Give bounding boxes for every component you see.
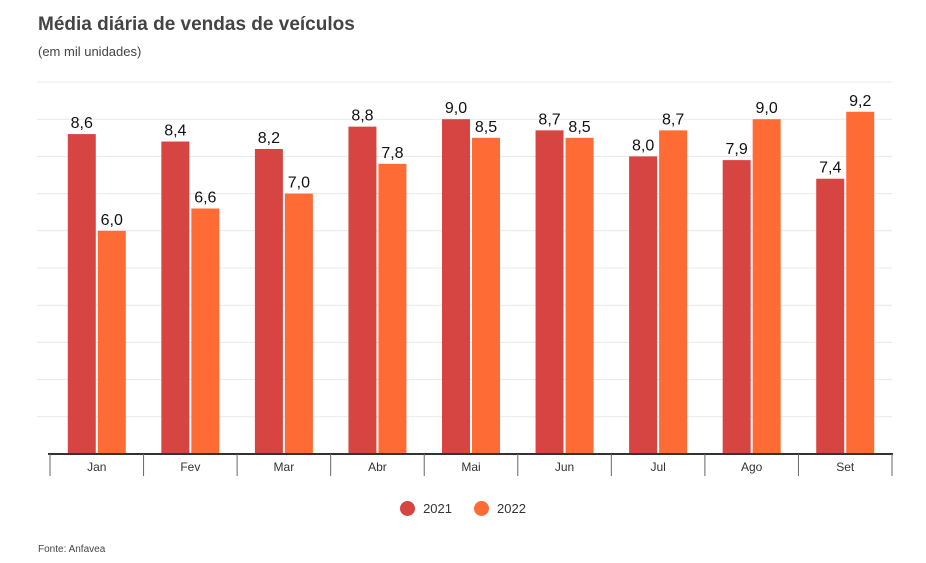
- data-label-2022-abr: 7,8: [381, 145, 403, 162]
- legend-item-2022[interactable]: 2022: [474, 501, 526, 516]
- bar-2021-mai: [442, 119, 470, 454]
- legend-label-2022: 2022: [497, 501, 526, 516]
- x-tick-label-mai: Mai: [461, 460, 480, 474]
- data-label-2022-set: 9,2: [849, 93, 871, 110]
- data-label-2022-jan: 6,0: [101, 212, 123, 229]
- x-tick-label-abr: Abr: [368, 460, 387, 474]
- x-tick-label-mar: Mar: [274, 460, 295, 474]
- bar-2021-jul: [629, 156, 658, 454]
- x-tick-label-jun: Jun: [555, 460, 574, 474]
- bar-2021-mar: [254, 148, 283, 454]
- bar-2021-fev: [161, 141, 190, 454]
- bar-2022-jan: [97, 230, 126, 454]
- data-label-2021-fev: 8,4: [164, 123, 186, 140]
- chart-title: Média diária de vendas de veículos: [38, 14, 355, 35]
- data-label-2022-fev: 6,6: [194, 189, 216, 206]
- legend-swatch-2022: [474, 501, 489, 516]
- data-label-2022-mar: 7,0: [288, 175, 310, 192]
- x-tick-label-jul: Jul: [650, 460, 665, 474]
- data-label-2021-jan: 8,6: [71, 115, 93, 132]
- bar-2022-mar: [284, 193, 313, 454]
- legend-swatch-2021: [400, 501, 416, 516]
- bar-2021-abr: [348, 126, 377, 454]
- bar-2022-jun: [565, 137, 594, 455]
- x-tick-label-fev: Fev: [180, 460, 200, 474]
- bar-2022-fev: [191, 208, 220, 454]
- bar-2022-ago: [752, 119, 781, 454]
- legend-label-2021: 2021: [423, 501, 452, 516]
- bar-2022-abr: [378, 163, 407, 454]
- legend: 2021 2022: [0, 501, 926, 516]
- bar-2022-set: [846, 111, 875, 454]
- source-note: Fonte: Anfavea: [38, 544, 106, 555]
- bar-2021-set: [816, 178, 845, 454]
- bar-2022-mai: [472, 137, 500, 455]
- data-label-2022-jun: 8,5: [568, 119, 590, 136]
- bar-2021-jun: [535, 130, 564, 455]
- data-label-2021-jul: 8,0: [632, 137, 654, 154]
- data-label-2022-ago: 9,0: [756, 100, 778, 117]
- data-label-2022-jul: 8,7: [662, 111, 684, 128]
- data-label-2021-mai: 9,0: [445, 100, 467, 117]
- data-label-2021-jun: 8,7: [538, 111, 560, 128]
- chart-subtitle: (em mil unidades): [38, 44, 142, 59]
- bar-2021-jan: [67, 134, 96, 454]
- data-label-2021-mar: 8,2: [258, 130, 280, 147]
- data-label-2021-abr: 8,8: [351, 108, 373, 125]
- x-tick-label-ago: Ago: [741, 460, 763, 474]
- bar-2021-ago: [722, 160, 751, 454]
- legend-item-2021[interactable]: 2021: [400, 501, 452, 516]
- x-tick-label-jan: Jan: [87, 460, 106, 474]
- bar-2022-jul: [659, 130, 688, 455]
- x-tick-label-set: Set: [836, 460, 855, 474]
- data-label-2021-set: 7,4: [819, 160, 841, 177]
- data-label-2021-ago: 7,9: [726, 141, 748, 158]
- data-label-2022-mai: 8,5: [475, 119, 497, 136]
